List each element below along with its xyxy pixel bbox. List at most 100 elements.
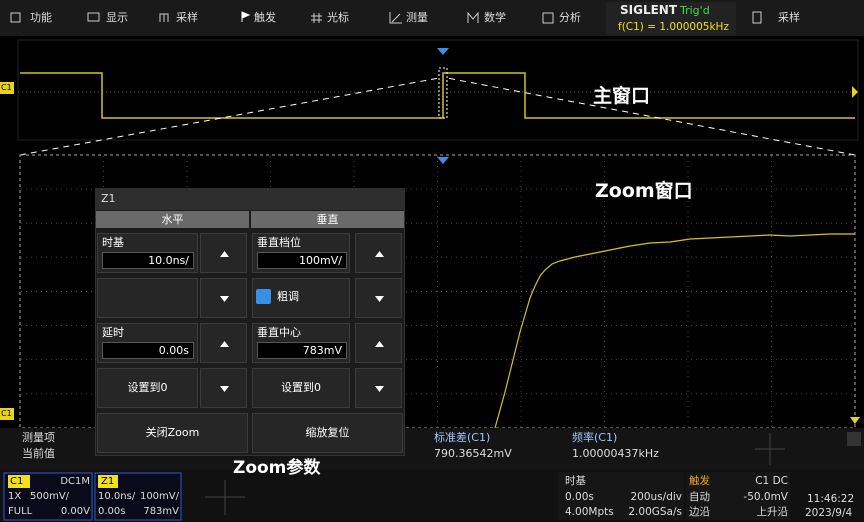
icon — [467, 11, 479, 23]
trigger-level-zoom — [850, 417, 860, 424]
clock-date: 2023/9/4 — [805, 507, 853, 519]
arrow-icon — [375, 386, 384, 392]
icon — [241, 11, 251, 22]
annotation: Zoom参数 — [233, 458, 321, 478]
trigger-mode: 自动 — [689, 491, 710, 503]
menu-item[interactable]: 光标 — [327, 11, 349, 24]
field-label: 垂直档位 — [257, 236, 301, 249]
zoom-vscale: 100mV/ — [139, 491, 179, 502]
trigger-status: Trig'd — [680, 4, 710, 17]
arrow-icon — [220, 386, 229, 392]
zoom-timebase: 10.0ns/ — [98, 491, 136, 502]
scale: 500mV/ — [30, 491, 70, 502]
field-label: 垂直中心 — [257, 326, 301, 339]
arrow-icon — [220, 341, 229, 347]
measure-name[interactable]: 标准差(C1) — [434, 431, 491, 444]
checkbox[interactable] — [256, 289, 271, 304]
menu-item[interactable]: 功能 — [30, 11, 52, 24]
icon — [159, 13, 169, 22]
up-button[interactable] — [355, 233, 402, 273]
measure-header: 测量项 — [22, 431, 55, 444]
field-value[interactable]: 100mV/ — [257, 252, 347, 269]
panel-title: 触发 — [689, 475, 710, 487]
trigger-level: -50.0mV — [743, 491, 788, 503]
zoom-trace — [494, 233, 855, 429]
bandwidth: FULL — [8, 506, 33, 517]
brand-panel — [606, 2, 736, 35]
menu-item[interactable]: 显示 — [106, 11, 128, 24]
arrow-icon — [375, 341, 384, 347]
down-button[interactable] — [355, 368, 402, 408]
icon — [752, 11, 762, 24]
c1-marker-bg — [0, 408, 14, 420]
arrow-icon — [375, 296, 384, 302]
down-button[interactable] — [355, 278, 402, 318]
measure-name[interactable]: 频率(C1) — [572, 431, 618, 444]
menu-item[interactable]: 分析 — [559, 11, 581, 24]
trigger-source: C1 DC — [755, 475, 788, 487]
checkbox-label: 粗调 — [277, 290, 299, 303]
z1-tag — [98, 475, 118, 488]
trigger-slope: 上升沿 — [756, 506, 789, 518]
down-button[interactable] — [200, 368, 247, 408]
menu-item[interactable]: 触发 — [254, 11, 276, 24]
trigger-pos-zoom — [437, 157, 449, 164]
icon — [87, 12, 100, 22]
menu-item[interactable]: 测量 — [406, 11, 428, 24]
field-value[interactable]: 783mV — [257, 342, 347, 359]
menu-item[interactable]: 采样 — [778, 11, 800, 24]
timebase-panel[interactable] — [558, 472, 684, 520]
zoom-link-left — [19, 77, 440, 156]
up-button[interactable] — [355, 323, 402, 363]
close-measure[interactable] — [847, 432, 861, 446]
trigger-panel[interactable] — [686, 472, 790, 520]
up-button[interactable] — [200, 323, 247, 363]
brand: SIGLENT — [620, 3, 678, 17]
zoom-name: Z1 — [101, 476, 115, 487]
main-trace — [20, 72, 855, 119]
trigger-pos-main — [437, 48, 449, 55]
zoom-delay: 0.00s — [98, 506, 126, 517]
probe: 1X — [8, 491, 22, 502]
annotation: 主窗口 — [593, 85, 651, 107]
field-value[interactable]: 10.0ns/ — [102, 252, 194, 269]
measure-header: 当前值 — [22, 447, 55, 460]
icon — [542, 12, 554, 24]
icon — [311, 13, 322, 23]
field-label: 延时 — [102, 326, 124, 339]
zoom-reset-button[interactable]: 缩放复位 — [252, 413, 403, 453]
trigger-type: 边沿 — [689, 506, 710, 518]
tab[interactable]: 垂直 — [251, 211, 404, 228]
main-window — [17, 39, 859, 141]
arrow-icon — [375, 251, 384, 257]
tab[interactable]: 水平 — [96, 211, 249, 228]
empty-cell — [97, 278, 198, 318]
channel-marker: C1 — [1, 409, 12, 418]
up-button[interactable] — [200, 233, 247, 273]
down-button[interactable] — [200, 278, 247, 318]
menu-item[interactable]: 采样 — [176, 11, 198, 24]
channel-marker: C1 — [1, 83, 12, 92]
zoom-link-right — [446, 77, 856, 156]
zoom-center: 783mV — [143, 506, 179, 517]
field-value[interactable]: 0.00s — [102, 342, 194, 359]
sample-rate: 2.00GSa/s — [628, 506, 682, 518]
close-zoom-button[interactable]: 关闭Zoom — [97, 413, 248, 453]
arrow-icon — [220, 296, 229, 302]
channel-name: C1 — [10, 476, 24, 487]
set-zero-button[interactable]: 设置到0 — [97, 368, 198, 408]
clock-time: 11:46:22 — [807, 493, 855, 505]
offset: 0.00V — [60, 506, 90, 517]
dialog-title-bar — [95, 188, 405, 210]
set-zero-button[interactable]: 设置到0 — [252, 368, 350, 408]
c1-tag — [8, 475, 30, 488]
measure-value: 790.36542mV — [434, 447, 512, 460]
menu-item[interactable]: 数学 — [484, 11, 506, 24]
zoom-region — [438, 67, 448, 119]
icon — [10, 12, 21, 23]
dialog-title: Z1 — [101, 192, 116, 205]
annotation: Zoom窗口 — [595, 180, 693, 202]
trigger-level-main — [852, 86, 858, 98]
